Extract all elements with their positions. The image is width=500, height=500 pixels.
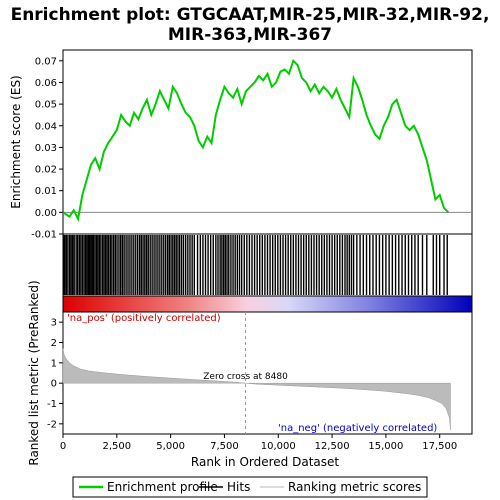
pos-correlated-label: 'na_pos' (positively correlated) [67, 313, 221, 324]
metric-y-axis: -2 -1 0 1 2 3 [47, 318, 63, 430]
legend-label: Hits [227, 480, 250, 494]
legend-label: Ranking metric scores [288, 480, 421, 494]
metric-y-tick-label: -1 [47, 399, 57, 410]
x-tick-label: 10,000 [261, 441, 296, 452]
es-y-tick-label: 0.05 [35, 100, 57, 111]
es-y-tick-label: 0.03 [35, 143, 57, 154]
x-tick-label: 2,500 [102, 441, 131, 452]
x-axis-label: Rank in Ordered Dataset [191, 455, 339, 469]
es-y-axis-label: Enrichment score (ES) [9, 75, 23, 208]
es-y-axis: -0.01 0.00 0.01 0.02 0.03 0.04 0.05 0.06 0.07 [31, 56, 63, 241]
es-plot-area [62, 49, 473, 235]
zero-cross-label: Zero cross at 8480 [203, 372, 288, 382]
x-tick-label: 7,500 [210, 441, 239, 452]
metric-y-tick-label: 3 [51, 318, 57, 329]
x-axis: 0 2,500 5,000 7,500 10,000 12,500 15,000 17,500 [60, 434, 457, 452]
es-y-tick-label: 0.07 [35, 56, 57, 67]
legend-items: Enrichment profile Hits Ranking metric sco… [79, 480, 421, 494]
ranking-metric-area [62, 348, 451, 430]
x-tick-label: 17,500 [422, 441, 457, 452]
enrichment-profile-line [62, 58, 450, 222]
metric-y-tick-label: 2 [51, 338, 57, 349]
chart-title-line1: Enrichment plot: GTGCAAT,MIR-25,MIR-32,M… [11, 5, 490, 25]
es-y-tick-label: 0.02 [35, 165, 57, 176]
metric-y-axis-label: Ranked list metric (PreRanked) [27, 280, 41, 465]
hits-marks [63, 235, 448, 295]
es-y-tick-label: 0.00 [35, 208, 57, 219]
es-y-tick-label: 0.06 [35, 78, 57, 89]
chart-title-line2: MIR-363,MIR-367 [168, 25, 332, 45]
metric-y-tick-label: 0 [51, 379, 57, 390]
x-tick-label: 0 [60, 441, 66, 452]
x-tick-label: 15,000 [368, 441, 403, 452]
es-y-tick-label: -0.01 [31, 230, 57, 241]
legend-label: Enrichment profile [107, 480, 218, 494]
es-y-tick-label: 0.04 [35, 121, 57, 132]
rank-gradient-bar [62, 295, 473, 313]
es-y-tick-label: 0.01 [35, 186, 57, 197]
neg-correlated-label: 'na_neg' (negatively correlated) [278, 423, 437, 434]
metric-y-tick-label: 1 [51, 358, 57, 369]
metric-y-tick-label: -2 [47, 419, 57, 430]
x-tick-label: 12,500 [315, 441, 350, 452]
legend [72, 476, 428, 498]
x-tick-label: 5,000 [156, 441, 185, 452]
